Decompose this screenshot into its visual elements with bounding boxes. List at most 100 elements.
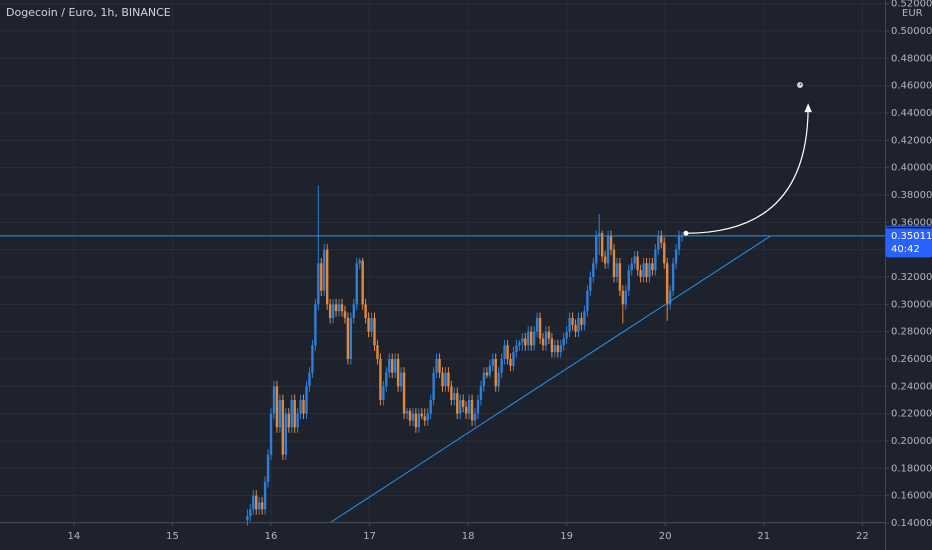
candle-body: [343, 311, 347, 318]
candle-body: [290, 399, 293, 428]
candle-body: [257, 502, 261, 510]
candle-body: [476, 399, 480, 414]
arrow-start: [683, 230, 689, 236]
candle-body: [512, 352, 515, 366]
candle-body: [361, 260, 364, 305]
candle-body: [491, 358, 494, 366]
candle-body: [589, 276, 592, 291]
chart-title: Dogecoin / Euro, 1h, BINANCE: [6, 6, 171, 19]
candle-body: [417, 413, 421, 428]
candle-body: [464, 406, 468, 414]
candle-body: [408, 410, 412, 421]
candle-body: [432, 372, 435, 400]
candle-body: [592, 263, 595, 277]
candle-body: [459, 399, 462, 414]
candle-body: [544, 331, 548, 346]
x-tick-label: 17: [363, 531, 376, 542]
x-tick-label: 21: [757, 531, 770, 542]
y-tick-label: 0.32000: [891, 272, 932, 283]
x-tick-label: 19: [560, 531, 573, 542]
candle-body: [595, 235, 598, 264]
candle-body: [674, 249, 678, 264]
candle-body: [402, 372, 406, 414]
candle-body: [461, 399, 465, 407]
candle-body: [550, 338, 554, 353]
candle-body: [618, 263, 622, 291]
candle-body: [657, 235, 660, 250]
y-tick-label: 0.50000: [891, 26, 932, 37]
candle-body: [399, 372, 403, 387]
candle-body: [278, 399, 282, 428]
candle-body: [559, 345, 562, 353]
candle-body: [355, 263, 358, 305]
y-tick-label: 0.28000: [891, 327, 932, 338]
y-tick-label: 0.30000: [891, 299, 932, 310]
candle-body: [624, 290, 628, 305]
candle-body: [571, 317, 574, 325]
candle-body: [255, 495, 258, 510]
candle-body: [299, 399, 302, 414]
y-tick-label: 0.46000: [891, 81, 932, 92]
candle-body: [677, 235, 681, 250]
candle-body: [627, 270, 630, 291]
candle-body: [529, 331, 533, 346]
candle-body: [663, 242, 666, 264]
candle-body: [556, 345, 560, 353]
candle-body: [414, 413, 418, 428]
countdown: 40:42: [891, 244, 920, 255]
candle-body: [547, 331, 551, 339]
candle-body: [485, 372, 489, 376]
x-tick-label: 22: [856, 531, 869, 542]
y-tick-label: 0.26000: [891, 354, 932, 365]
y-tick-label: 0.36000: [891, 217, 932, 228]
candle-body: [574, 324, 577, 332]
candle-body: [376, 345, 379, 359]
candle-body: [320, 263, 323, 291]
candle-body: [603, 256, 607, 264]
candle-body: [612, 249, 616, 277]
candle-body: [441, 372, 444, 387]
candle-body: [323, 249, 326, 291]
candle-body: [654, 249, 657, 271]
candle-body: [515, 345, 518, 353]
candle-body: [281, 399, 285, 455]
candle-body: [532, 331, 536, 346]
candle-body: [453, 393, 456, 400]
candle-body: [648, 263, 651, 277]
candle-body: [488, 365, 492, 376]
candle-body: [328, 304, 332, 318]
candle-body: [435, 358, 438, 373]
candle-body: [325, 249, 329, 305]
candle-body: [337, 304, 341, 312]
candle-body: [671, 263, 675, 291]
candle-body: [272, 386, 276, 414]
y-tick-label: 0.16000: [891, 491, 932, 502]
candle-body: [506, 345, 509, 359]
candle-body: [467, 399, 471, 414]
candles: [246, 185, 684, 526]
candle-body: [385, 372, 388, 387]
candle-body: [305, 386, 308, 414]
candle-body: [621, 290, 625, 305]
candle-body: [352, 304, 356, 318]
candle-body: [473, 413, 477, 421]
candle-body: [580, 317, 583, 325]
candle-body: [597, 233, 601, 236]
candle-body: [331, 304, 335, 318]
candle-body: [405, 410, 409, 414]
x-tick-label: 16: [265, 531, 278, 542]
candle-body: [364, 304, 367, 318]
candle-body: [606, 235, 610, 264]
candle-body: [583, 311, 586, 325]
candle-body: [450, 386, 453, 400]
candle-body: [346, 317, 350, 359]
candle-body: [260, 502, 264, 510]
candle-body: [334, 304, 338, 312]
arrow-curve: [685, 106, 809, 234]
x-tick-label: 20: [659, 531, 672, 542]
candle-body: [577, 317, 580, 332]
x-tick-label: 14: [68, 531, 81, 542]
candle-body: [302, 399, 305, 414]
candle-body: [562, 338, 565, 346]
